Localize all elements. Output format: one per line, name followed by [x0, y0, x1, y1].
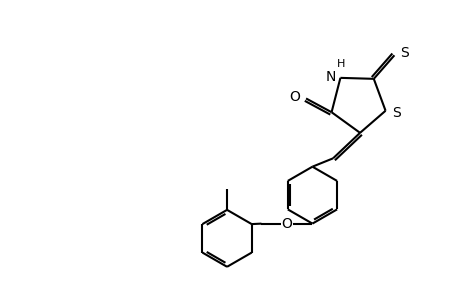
Text: H: H [336, 59, 345, 69]
Text: O: O [289, 91, 300, 104]
Text: N: N [325, 70, 336, 84]
Text: S: S [399, 46, 408, 60]
Text: S: S [391, 106, 400, 120]
Text: O: O [281, 217, 292, 231]
